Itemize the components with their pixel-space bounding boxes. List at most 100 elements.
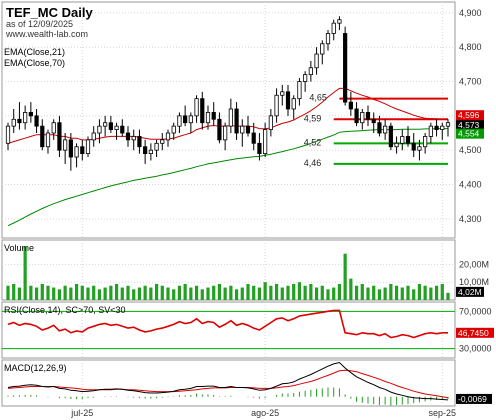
volume-bar xyxy=(303,285,307,300)
volume-tag-label: 4,02M xyxy=(458,287,482,297)
candle-body xyxy=(411,142,416,151)
volume-bar xyxy=(337,283,342,300)
candle-body xyxy=(223,125,228,141)
candle-body xyxy=(428,125,433,137)
volume-bar xyxy=(389,283,393,300)
volume-bar xyxy=(440,283,444,300)
candle-body xyxy=(200,98,205,124)
candle-body xyxy=(440,125,445,130)
candle-body xyxy=(383,125,388,134)
level-label: 4,59 xyxy=(304,113,322,123)
candle-body xyxy=(268,115,273,130)
macd-title: MACD(12,26,9) xyxy=(4,363,67,373)
candle-body xyxy=(177,115,182,127)
price-tick-label: 4,800 xyxy=(459,42,482,52)
candle-body xyxy=(108,122,113,130)
candle-body xyxy=(23,112,28,124)
macd-tag-label: -0,0069 xyxy=(458,394,487,404)
price-tag-label: 4,596 xyxy=(458,110,480,120)
volume-bar xyxy=(252,285,256,300)
candle-body xyxy=(245,125,251,134)
volume-bar xyxy=(29,285,33,300)
volume-bar xyxy=(257,287,262,300)
volume-bar xyxy=(417,283,422,300)
chart-title: TEF_MC Daily xyxy=(6,5,93,20)
volume-bar xyxy=(217,283,222,300)
volume-bar xyxy=(246,283,250,300)
candle-body xyxy=(143,146,148,155)
candle-body xyxy=(51,122,56,134)
volume-bar xyxy=(132,289,136,300)
volume-bar xyxy=(183,283,187,300)
ema21-line xyxy=(7,87,448,144)
volume-bar xyxy=(86,287,90,300)
candle-body xyxy=(371,118,376,124)
candle-body xyxy=(377,122,382,134)
candle-body xyxy=(348,101,353,110)
candle-body xyxy=(171,125,176,134)
price-tick-label: 4,500 xyxy=(459,145,482,155)
candle-body xyxy=(445,122,451,127)
x-axis-label: jul-25 xyxy=(70,408,93,418)
volume-bar xyxy=(394,285,399,300)
price-tick-label: 4,700 xyxy=(459,77,482,87)
volume-bar xyxy=(423,285,427,300)
volume-bar xyxy=(40,283,44,300)
candle-body xyxy=(354,108,359,124)
volume-bar xyxy=(194,285,199,300)
volume-bar xyxy=(149,287,153,300)
candle-body xyxy=(63,139,68,151)
rsi-tick-label: 70,0000 xyxy=(459,306,492,316)
candle-body xyxy=(291,98,296,110)
candle-body xyxy=(434,125,439,130)
volume-bar xyxy=(12,283,16,300)
price-tag-box xyxy=(456,110,484,121)
candle-body xyxy=(365,112,371,120)
volume-bar xyxy=(223,287,227,300)
candle-body xyxy=(188,115,193,124)
volume-tag-box xyxy=(456,286,484,297)
candle-body xyxy=(274,94,279,117)
volume-bar xyxy=(200,289,204,300)
candle-body xyxy=(183,115,188,124)
candle-body xyxy=(205,112,211,124)
candle-body xyxy=(228,108,233,127)
candle-body xyxy=(68,139,73,158)
rsi-layer xyxy=(2,309,455,350)
candle-body xyxy=(297,81,302,100)
candle-body xyxy=(423,136,428,148)
volume-bar xyxy=(103,287,107,300)
candle-body xyxy=(405,136,411,144)
volume-bar xyxy=(114,283,119,300)
candle-body xyxy=(97,125,102,134)
rsi-title: RSI(Close,14), SC>70, SV<30 xyxy=(4,305,126,315)
volume-bar xyxy=(80,285,84,300)
volume-bar xyxy=(137,287,142,300)
candle-body xyxy=(28,112,33,117)
ema70-line xyxy=(7,128,448,227)
volume-bar xyxy=(57,289,62,300)
volume-bar xyxy=(412,289,416,300)
candle-body xyxy=(417,146,422,151)
candle-body xyxy=(194,98,199,117)
candle-body xyxy=(17,118,22,124)
volume-bar xyxy=(297,282,302,300)
volume-bar xyxy=(143,285,147,300)
rsi-tag-label: 46,7450 xyxy=(458,328,489,338)
candle-body xyxy=(40,125,45,148)
volume-bar xyxy=(372,285,376,300)
ema70-layer xyxy=(7,128,448,227)
axis-layer: 4,3004,4004,5004,6004,7004,8004,900jul-2… xyxy=(70,8,494,418)
candle-body xyxy=(343,33,348,103)
volume-bar xyxy=(74,283,79,300)
candle-body xyxy=(308,67,313,76)
volume-bar xyxy=(354,285,359,300)
volume-bar xyxy=(172,289,176,300)
level-label: 4,65 xyxy=(309,93,327,103)
candle-body xyxy=(85,139,91,155)
volume-bar xyxy=(177,285,182,300)
ema21-layer xyxy=(7,87,448,144)
x-axis-label: ago-25 xyxy=(251,408,279,418)
volume-bar xyxy=(189,287,193,300)
candle-body xyxy=(57,122,62,151)
